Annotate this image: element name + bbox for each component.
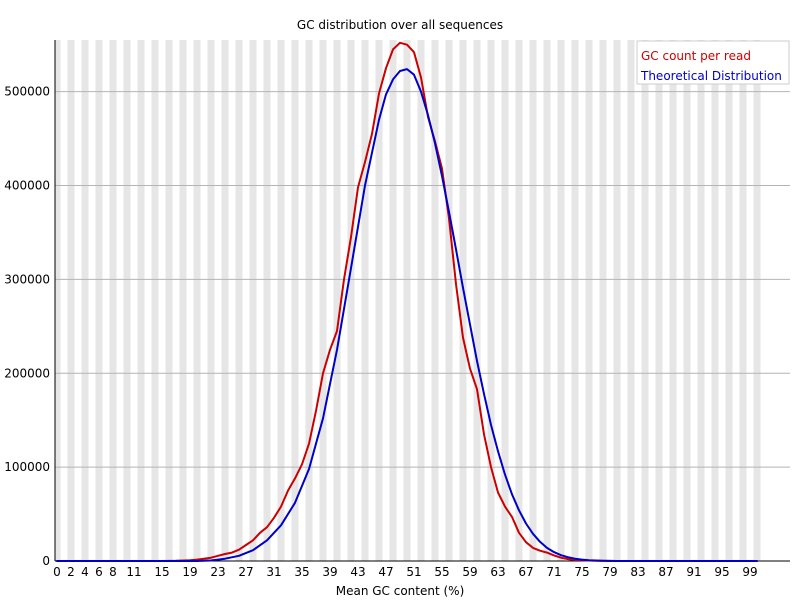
x-tick-label: 91 [686, 565, 701, 579]
background-band [585, 40, 593, 561]
x-tick-label: 71 [546, 565, 561, 579]
background-band [641, 40, 649, 561]
background-band [557, 40, 565, 561]
background-band [123, 40, 131, 561]
x-tick-label: 4 [81, 565, 89, 579]
x-tick-label: 99 [742, 565, 757, 579]
background-band [599, 40, 607, 561]
x-tick-label: 0 [53, 565, 61, 579]
x-tick-label: 63 [490, 565, 505, 579]
background-band [529, 40, 537, 561]
background-band [193, 40, 201, 561]
background-band [361, 40, 369, 561]
background-band [459, 40, 467, 561]
background-band [389, 40, 397, 561]
x-tick-label: 59 [462, 565, 477, 579]
series-line-gc-count-per-read [56, 41, 758, 562]
legend-entry-gc-count-per-read: GC count per read [641, 49, 751, 63]
background-band [249, 40, 257, 561]
x-tick-label: 51 [406, 565, 421, 579]
background-band [403, 40, 411, 561]
background-band [109, 40, 117, 561]
y-tick-label: 500000 [4, 85, 50, 99]
x-tick-label: 6 [95, 565, 103, 579]
y-tick-labels: 0 100000 200000 300000 400000 500000 [4, 85, 50, 568]
background-bands [55, 40, 790, 561]
legend: GC count per read Theoretical Distributi… [636, 40, 790, 85]
x-tick-label: 11 [126, 565, 141, 579]
background-band [655, 40, 663, 561]
x-tick-label: 55 [434, 565, 449, 579]
series-line-theoretical-distribution [56, 68, 758, 562]
background-band [221, 40, 229, 561]
x-tick-label: 19 [182, 565, 197, 579]
background-band [753, 40, 761, 561]
background-band [81, 40, 89, 561]
x-tick-label: 15 [154, 565, 169, 579]
x-tick-label: 67 [518, 565, 533, 579]
x-axis-title: Mean GC content (%) [336, 584, 465, 598]
x-tick-label: 79 [602, 565, 617, 579]
background-band [333, 40, 341, 561]
background-band [431, 40, 439, 561]
background-band [291, 40, 299, 561]
background-band [501, 40, 509, 561]
background-band [669, 40, 677, 561]
background-band [375, 40, 383, 561]
background-band [613, 40, 621, 561]
x-tick-label: 27 [238, 565, 253, 579]
y-tick-label: 200000 [4, 366, 50, 380]
x-tick-label: 2 [67, 565, 75, 579]
background-band [277, 40, 285, 561]
x-tick-label: 87 [658, 565, 673, 579]
background-band [347, 40, 355, 561]
x-tick-label: 23 [210, 565, 225, 579]
background-band [725, 40, 733, 561]
x-tick-label: 95 [714, 565, 729, 579]
background-band [179, 40, 187, 561]
background-band [445, 40, 453, 561]
background-band [473, 40, 481, 561]
x-tick-label: 8 [109, 565, 117, 579]
background-band [571, 40, 579, 561]
background-band [137, 40, 145, 561]
background-band [305, 40, 313, 561]
x-tick-label: 75 [574, 565, 589, 579]
background-band [487, 40, 495, 561]
y-tick-label: 400000 [4, 179, 50, 193]
background-band [515, 40, 523, 561]
x-tick-label: 47 [378, 565, 393, 579]
background-band [711, 40, 719, 561]
chart-title: GC distribution over all sequences [297, 18, 503, 32]
background-band [235, 40, 243, 561]
y-tick-label: 0 [42, 554, 50, 568]
series-lines [56, 41, 758, 562]
y-tick-label: 100000 [4, 460, 50, 474]
x-tick-label: 35 [294, 565, 309, 579]
x-tick-label: 39 [322, 565, 337, 579]
background-band [417, 40, 425, 561]
background-band [697, 40, 705, 561]
x-tick-labels: 0 2 4 6 8 11 15 19 23 27 31 35 39 43 47 51 55 59 63 67 71 75 7… [53, 565, 757, 579]
y-tick-label: 300000 [4, 272, 50, 286]
legend-entry-theoretical-distribution: Theoretical Distribution [640, 69, 782, 83]
background-band [55, 40, 61, 561]
background-band [207, 40, 215, 561]
legend-box [636, 40, 790, 85]
background-band [683, 40, 691, 561]
background-band [67, 40, 75, 561]
background-band [263, 40, 271, 561]
background-band [319, 40, 327, 561]
background-band [739, 40, 747, 561]
background-band [627, 40, 635, 561]
x-tick-label: 83 [630, 565, 645, 579]
background-band [165, 40, 173, 561]
background-band [543, 40, 551, 561]
background-band [151, 40, 159, 561]
x-tick-label: 31 [266, 565, 281, 579]
x-tick-label: 43 [350, 565, 365, 579]
background-band [95, 40, 103, 561]
